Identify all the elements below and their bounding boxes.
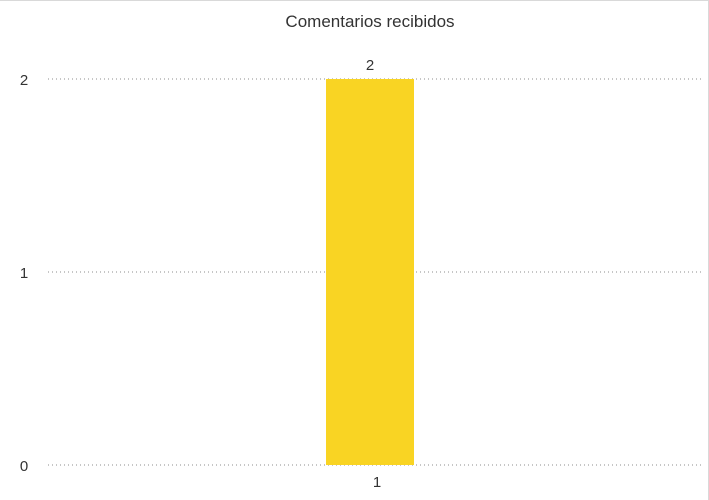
data-label-1: 2 [366, 57, 374, 74]
y-axis-ticks: 0 1 2 [20, 72, 28, 475]
x-axis-ticks: 1 [373, 474, 381, 491]
y-tick-label-1: 1 [20, 265, 28, 282]
x-tick-label-1: 1 [373, 474, 381, 491]
bars: 2 [326, 57, 414, 465]
bar-1 [326, 79, 414, 465]
y-tick-label-0: 0 [20, 458, 28, 475]
y-tick-label-2: 2 [20, 72, 28, 89]
chart-title: Comentarios recibidos [285, 12, 454, 31]
